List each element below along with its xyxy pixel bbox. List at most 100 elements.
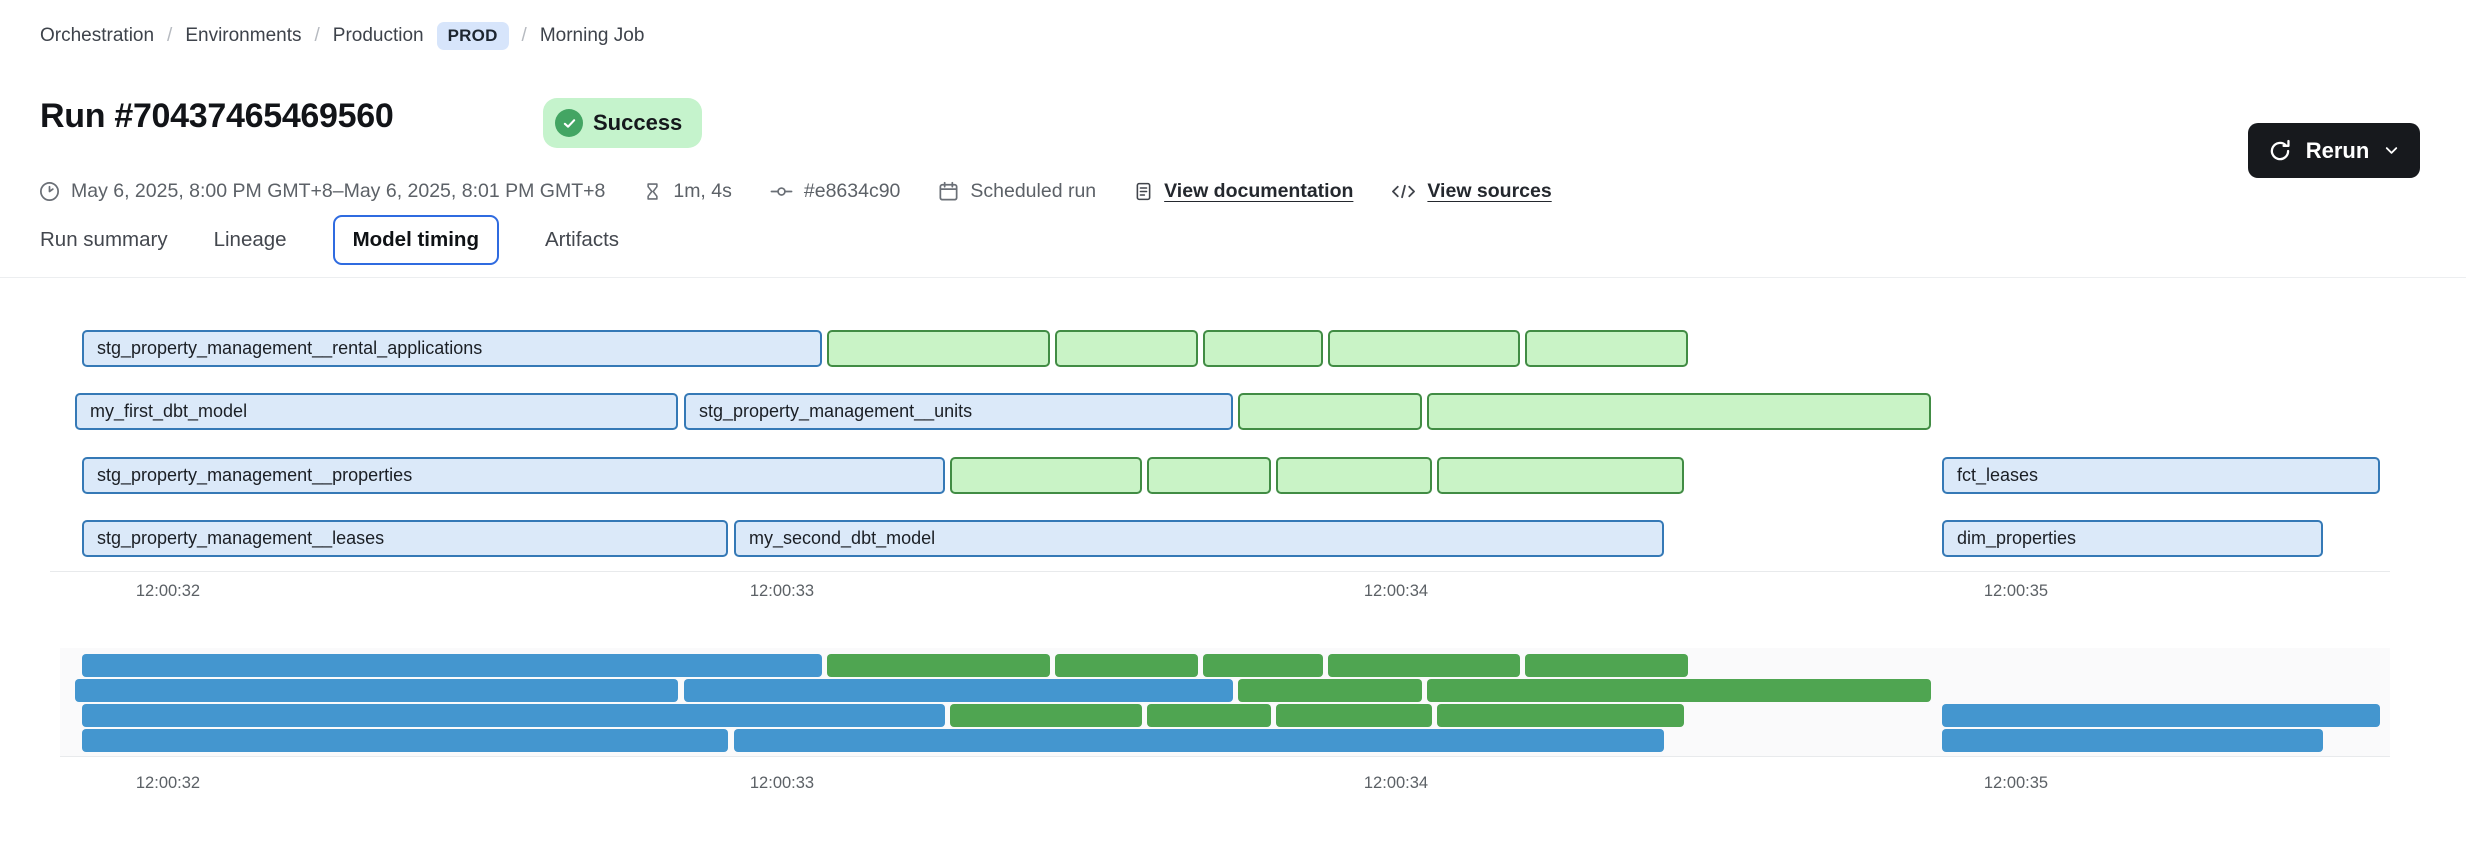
minimap-bar-test <box>1055 654 1198 677</box>
refresh-icon <box>2267 138 2293 164</box>
gantt-bar-model[interactable]: stg_property_management__leases <box>82 520 728 557</box>
main-axis-tick-label: 12:00:33 <box>749 582 815 600</box>
minimap-bar-model <box>82 654 822 677</box>
minimap-bar-model <box>75 679 678 702</box>
gantt-bar-test[interactable] <box>1276 457 1432 494</box>
tab-artifacts[interactable]: Artifacts <box>544 228 620 251</box>
gantt-bar-model[interactable]: stg_property_management__units <box>684 393 1233 430</box>
run-time-range: May 6, 2025, 8:00 PM GMT+8–May 6, 2025, … <box>38 180 605 203</box>
minimap-bar-test <box>1328 654 1520 677</box>
main-axis-line <box>50 571 2390 572</box>
minimap-bar-model <box>734 729 1664 752</box>
gantt-bar-label: stg_property_management__properties <box>97 465 413 485</box>
gantt-bar-model[interactable]: my_second_dbt_model <box>734 520 1664 557</box>
mini-axis-tick-label: 12:00:34 <box>1363 774 1429 792</box>
gantt-bar-label: stg_property_management__leases <box>97 528 385 548</box>
minimap-bar-test <box>1203 654 1323 677</box>
gantt-bar-test[interactable] <box>1525 330 1688 367</box>
rerun-button-label: Rerun <box>2305 137 2370 163</box>
minimap-bar-model <box>1942 729 2323 752</box>
commit-ref-text[interactable]: #e8634c90 <box>803 179 901 202</box>
gantt-bar-test[interactable] <box>1203 330 1323 367</box>
breadcrumb-morning-job[interactable]: Morning Job <box>539 25 645 46</box>
run-duration-text: 1m, 4s <box>673 179 732 202</box>
commit-ref: #e8634c90 <box>769 179 901 203</box>
view-documentation-link[interactable]: View documentation <box>1164 179 1354 202</box>
gantt-bar-label: fct_leases <box>1957 465 2039 485</box>
gantt-bar-test[interactable] <box>827 330 1050 367</box>
gantt-bar-label: stg_property_management__rental_applicat… <box>97 338 483 358</box>
view-sources-link[interactable]: View sources <box>1427 179 1552 202</box>
main-axis-tick-label: 12:00:32 <box>135 582 201 600</box>
gantt-bar-test[interactable] <box>1147 457 1271 494</box>
minimap-bar-test <box>1238 679 1422 702</box>
tab-run-summary[interactable]: Run summary <box>40 228 168 251</box>
minimap-bar-model <box>684 679 1233 702</box>
tabs-divider <box>0 277 2466 278</box>
trigger-type-text: Scheduled run <box>970 179 1097 202</box>
run-tabs: Run summary Lineage Model timing Artifac… <box>40 214 619 266</box>
status-badge: Success <box>543 98 703 148</box>
gantt-bar-model[interactable]: dim_properties <box>1942 520 2323 557</box>
minimap-bar-test <box>1437 704 1684 727</box>
clock-icon <box>40 181 59 201</box>
gantt-bar-test[interactable] <box>1238 393 1422 430</box>
gantt-bar-test[interactable] <box>1437 457 1684 494</box>
gantt-bar-test[interactable] <box>1328 330 1520 367</box>
rerun-button[interactable]: Rerun <box>2248 123 2420 178</box>
code-icon <box>1392 184 1416 198</box>
calendar-icon <box>939 181 958 201</box>
commit-icon <box>770 186 793 196</box>
tab-model-timing[interactable]: Model timing <box>332 215 499 265</box>
minimap-bar-test <box>1147 704 1271 727</box>
trigger-type: Scheduled run <box>937 180 1096 203</box>
status-badge-label: Success <box>593 110 683 135</box>
minimap-bar-test <box>1427 679 1931 702</box>
gantt-bar-model[interactable]: stg_property_management__rental_applicat… <box>82 330 822 367</box>
breadcrumb-environments[interactable]: Environments <box>185 25 302 46</box>
run-meta-row: May 6, 2025, 8:00 PM GMT+8–May 6, 2025, … <box>38 176 1552 206</box>
run-duration: 1m, 4s <box>642 180 732 203</box>
success-check-icon <box>555 109 583 137</box>
minimap-bar-model <box>1942 704 2380 727</box>
gantt-bar-test[interactable] <box>1427 393 1931 430</box>
gantt-bar-model[interactable]: stg_property_management__properties <box>82 457 945 494</box>
mini-axis-tick-label: 12:00:35 <box>1983 774 2049 792</box>
minimap-bar-model <box>82 729 728 752</box>
minimap-bar-model <box>82 704 945 727</box>
breadcrumb: Orchestration / Environments / Productio… <box>40 22 644 50</box>
gantt-bar-test[interactable] <box>950 457 1142 494</box>
breadcrumb-separator: / <box>521 25 527 46</box>
view-sources[interactable]: View sources <box>1390 179 1552 203</box>
minimap-bar-test <box>827 654 1050 677</box>
gantt-bar-label: my_second_dbt_model <box>749 528 936 548</box>
gantt-bar-model[interactable]: fct_leases <box>1942 457 2380 494</box>
gantt-bar-label: my_first_dbt_model <box>90 401 248 421</box>
breadcrumb-orchestration[interactable]: Orchestration <box>40 25 155 46</box>
main-axis-tick-label: 12:00:34 <box>1363 582 1429 600</box>
gantt-bar-test[interactable] <box>1055 330 1198 367</box>
minimap-bar-test <box>950 704 1142 727</box>
gantt-bar-label: stg_property_management__units <box>699 401 973 421</box>
main-axis-tick-label: 12:00:35 <box>1983 582 2049 600</box>
minimap-bar-test <box>1525 654 1688 677</box>
chevron-down-icon <box>2382 141 2401 160</box>
tab-lineage[interactable]: Lineage <box>213 228 287 251</box>
view-documentation[interactable]: View documentation <box>1133 180 1353 203</box>
mini-axis-tick-label: 12:00:32 <box>135 774 201 792</box>
minimap-bar-test <box>1276 704 1432 727</box>
run-time-range-text: May 6, 2025, 8:00 PM GMT+8–May 6, 2025, … <box>71 179 606 202</box>
gantt-bar-label: dim_properties <box>1957 528 2077 548</box>
environment-prod-badge: PROD <box>436 22 509 50</box>
breadcrumb-production[interactable]: Production <box>332 25 424 46</box>
gantt-bar-model[interactable]: my_first_dbt_model <box>75 393 678 430</box>
mini-axis-tick-label: 12:00:33 <box>749 774 815 792</box>
breadcrumb-separator: / <box>167 25 173 46</box>
breadcrumb-separator: / <box>314 25 320 46</box>
mini-axis-line <box>60 756 2390 757</box>
hourglass-icon <box>647 182 659 200</box>
page-title: Run #70437465469560 <box>40 96 394 135</box>
document-icon <box>1136 182 1151 200</box>
